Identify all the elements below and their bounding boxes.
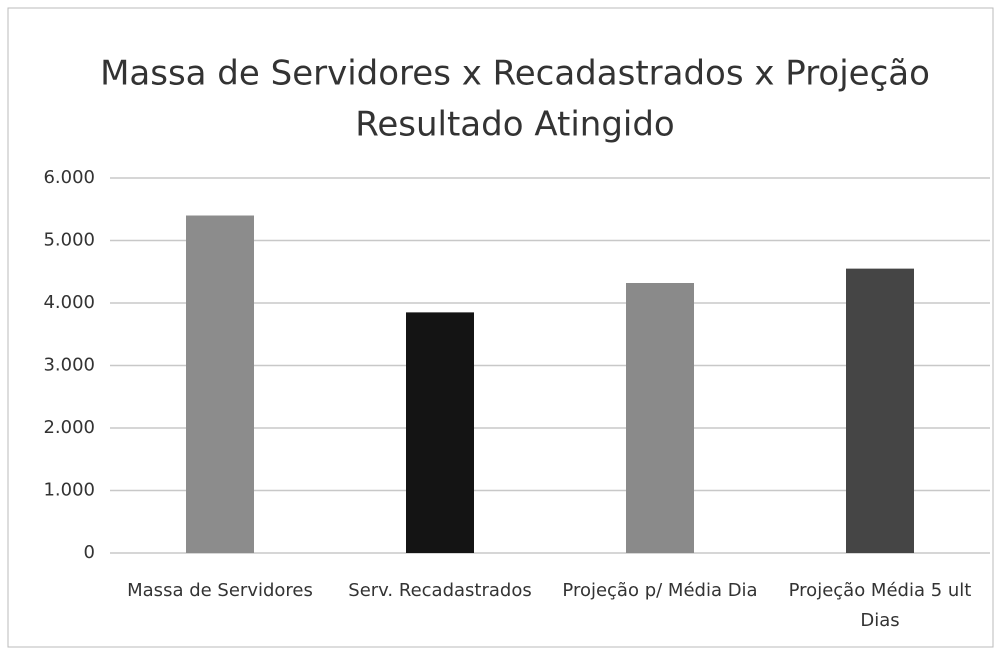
y-tick-label: 1.000	[43, 480, 95, 501]
y-tick-label: 3.000	[43, 355, 95, 376]
y-tick-label: 0	[84, 542, 95, 563]
chart-subtitle: Resultado Atingido	[355, 105, 674, 145]
bar	[626, 283, 694, 553]
chart-border	[7, 7, 994, 648]
bar	[406, 312, 474, 553]
bar	[846, 268, 914, 553]
y-tick-label: 2.000	[43, 417, 95, 438]
x-tick-label: Projeção Média 5 ult Dias	[788, 580, 972, 631]
x-tick-label: Serv. Recadastrados	[348, 580, 532, 601]
chart-title: Massa de Servidores x Recadastrados x Pr…	[100, 54, 930, 94]
y-tick-label: 6.000	[43, 167, 95, 188]
y-tick-label: 4.000	[43, 292, 95, 313]
bar	[186, 215, 254, 553]
y-tick-label: 5.000	[43, 230, 95, 251]
x-tick-label: Projeção p/ Média Dia	[562, 580, 758, 601]
x-tick-label: Massa de Servidores	[127, 580, 313, 601]
